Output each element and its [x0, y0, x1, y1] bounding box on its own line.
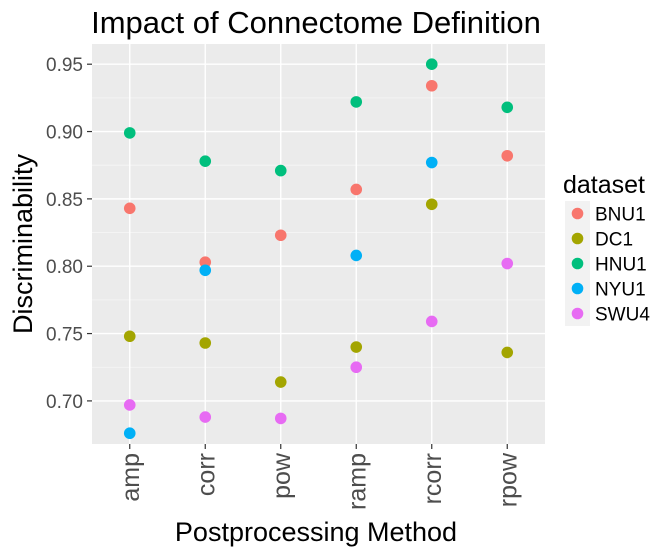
data-point-dc1: [123, 330, 136, 343]
legend-key-swu4: [571, 307, 584, 320]
data-point-hnu1: [199, 155, 212, 167]
x-tick-label: ramp: [343, 453, 371, 510]
data-point-dc1: [350, 341, 363, 353]
data-point-hnu1: [425, 58, 438, 71]
data-point-bnu1: [199, 256, 212, 268]
data-point-nyu1: [350, 249, 363, 262]
x-tick-label: rpow: [494, 452, 522, 507]
legend-label: NYU1: [595, 280, 646, 301]
y-tick-label: 0.80: [46, 257, 83, 278]
data-point-nyu1: [123, 427, 136, 440]
data-point-bnu1: [274, 229, 287, 242]
data-point-nyu1: [425, 156, 438, 169]
data-point-swu4: [425, 315, 438, 328]
data-point-swu4: [123, 399, 136, 411]
y-tick-label: 0.70: [46, 392, 83, 413]
legend-key-hnu1: [571, 257, 584, 270]
data-points: [123, 58, 514, 440]
data-point-swu4: [501, 257, 514, 270]
y-axis-ticks: 0.70 0.75 0.80 0.85 0.90 0.95: [46, 55, 92, 413]
data-point-swu4: [274, 412, 287, 425]
data-point-dc1: [501, 346, 514, 359]
data-point-bnu1: [350, 183, 363, 196]
data-point-hnu1: [350, 96, 363, 108]
x-tick-label: corr: [192, 453, 220, 496]
y-tick-label: 0.90: [46, 123, 83, 144]
y-tick-label: 0.75: [46, 325, 83, 346]
y-tick-label: 0.85: [46, 190, 83, 211]
legend-title: dataset: [563, 171, 645, 199]
data-point-dc1: [199, 337, 212, 349]
data-point-swu4: [350, 361, 363, 374]
data-point-hnu1: [123, 127, 136, 139]
legend-label: SWU4: [595, 305, 650, 326]
data-point-bnu1: [123, 202, 136, 215]
legend-key-bnu1: [571, 207, 584, 220]
legend-key-nyu1: [571, 282, 584, 295]
legend: dataset BNU1 DC1 HNU1 NYU1 SWU4: [563, 171, 650, 326]
plot-panel: [92, 44, 545, 444]
y-tick-label: 0.95: [46, 55, 83, 76]
x-axis-label: Postprocessing Method: [175, 517, 457, 547]
legend-label: DC1: [595, 230, 633, 251]
data-point-bnu1: [425, 79, 438, 92]
x-tick-label: pow: [268, 452, 296, 499]
data-point-hnu1: [501, 101, 514, 114]
x-tick-label: rcorr: [419, 453, 447, 504]
y-axis-label: Discriminability: [8, 153, 38, 334]
legend-key-dc1: [571, 232, 584, 245]
data-point-dc1: [425, 198, 438, 211]
x-tick-label: amp: [117, 453, 145, 502]
data-point-bnu1: [501, 149, 514, 162]
data-point-nyu1: [199, 264, 212, 277]
data-point-hnu1: [274, 164, 287, 177]
legend-label: BNU1: [595, 205, 646, 226]
x-axis-ticks: amp corr pow ramp rcorr rpow: [117, 444, 522, 510]
chart-title: Impact of Connectome Definition: [91, 5, 541, 40]
data-point-swu4: [199, 411, 212, 423]
data-point-dc1: [274, 376, 287, 388]
legend-label: HNU1: [595, 255, 647, 276]
